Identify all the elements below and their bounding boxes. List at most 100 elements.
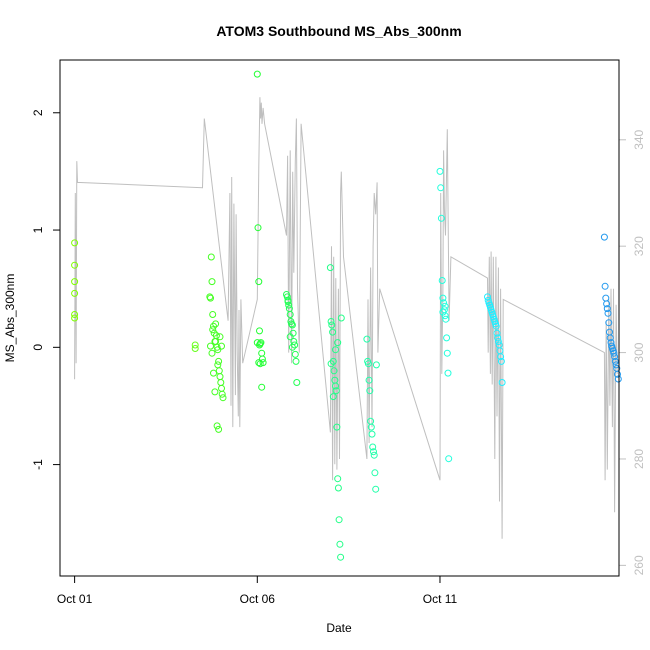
data-point <box>71 289 79 297</box>
data-point <box>209 326 217 334</box>
y-tick-label: 1 <box>31 226 45 233</box>
data-point <box>71 314 79 322</box>
data-point <box>258 383 266 391</box>
data-point <box>256 341 263 349</box>
data-point <box>606 334 614 342</box>
data-point <box>219 394 227 402</box>
data-point <box>214 346 222 354</box>
data-point <box>206 293 214 301</box>
data-point <box>443 349 451 357</box>
data-point <box>363 335 371 343</box>
data-point <box>334 339 342 347</box>
data-point <box>216 333 224 341</box>
data-point <box>288 321 296 329</box>
data-point <box>218 342 225 350</box>
data-point <box>437 184 445 192</box>
data-point <box>207 294 214 302</box>
data-point <box>438 277 446 284</box>
data-point <box>614 370 621 378</box>
data-point <box>332 387 340 395</box>
series-0 <box>71 239 79 322</box>
series-1 <box>191 341 199 352</box>
data-point <box>610 349 618 357</box>
x-tick-label: Oct 01 <box>57 592 93 606</box>
x-tick-label: Oct 06 <box>240 592 276 606</box>
data-point <box>208 278 216 286</box>
data-point <box>436 167 444 175</box>
data-point <box>601 282 609 290</box>
data-point <box>327 318 335 325</box>
data-point <box>71 311 79 318</box>
data-point <box>600 233 608 241</box>
data-point <box>333 423 341 431</box>
data-point <box>214 361 222 369</box>
y2-tick-label: 260 <box>632 555 646 575</box>
data-points-layer <box>71 70 622 561</box>
data-point <box>492 322 500 330</box>
data-point <box>210 369 217 377</box>
data-point <box>215 357 223 365</box>
data-point <box>288 343 296 351</box>
data-point <box>191 345 199 352</box>
data-point <box>493 329 501 337</box>
data-point <box>329 393 337 401</box>
data-point <box>291 350 299 358</box>
data-point <box>326 264 334 272</box>
data-point <box>335 516 343 524</box>
data-point <box>611 357 619 365</box>
data-point <box>71 239 79 247</box>
data-point <box>614 375 622 383</box>
data-point <box>328 321 336 329</box>
data-point <box>497 357 505 365</box>
data-point <box>366 387 374 395</box>
data-point <box>611 353 619 361</box>
secondary-trace-layer <box>74 97 618 539</box>
data-point <box>445 455 453 463</box>
data-point <box>337 314 345 322</box>
data-point <box>440 299 448 307</box>
data-point <box>498 379 506 386</box>
data-point <box>439 308 447 316</box>
data-point <box>332 382 339 390</box>
data-point <box>330 367 338 375</box>
data-point <box>212 338 220 345</box>
data-point <box>218 390 226 398</box>
data-point <box>256 360 264 368</box>
data-point <box>372 361 380 369</box>
data-point <box>291 341 299 349</box>
data-point <box>284 296 292 304</box>
data-point <box>255 278 263 286</box>
data-point <box>336 540 344 548</box>
data-point <box>329 357 337 365</box>
data-point <box>288 320 296 328</box>
data-point <box>286 333 294 341</box>
y2-tick-label: 320 <box>632 236 646 256</box>
data-point <box>443 334 451 342</box>
data-point <box>329 328 337 336</box>
data-point <box>365 376 373 384</box>
data-point <box>283 293 291 301</box>
data-point <box>441 312 449 320</box>
x-tick-label: Oct 11 <box>423 592 458 606</box>
data-point <box>497 353 505 361</box>
series-3 <box>253 70 267 391</box>
data-point <box>334 484 342 492</box>
data-point <box>207 253 215 261</box>
data-point <box>210 329 218 337</box>
data-point <box>71 278 79 286</box>
data-point <box>191 341 199 349</box>
series-4 <box>283 291 301 386</box>
data-point <box>71 261 79 269</box>
data-point <box>208 349 216 357</box>
data-point <box>368 430 376 438</box>
data-point <box>256 327 263 335</box>
data-point <box>370 451 378 459</box>
data-point <box>209 311 217 318</box>
y-tick-label: 0 <box>31 344 45 351</box>
secondary-trace-line <box>74 97 618 539</box>
data-point <box>371 469 379 477</box>
data-point <box>369 443 377 451</box>
data-point <box>364 360 372 368</box>
